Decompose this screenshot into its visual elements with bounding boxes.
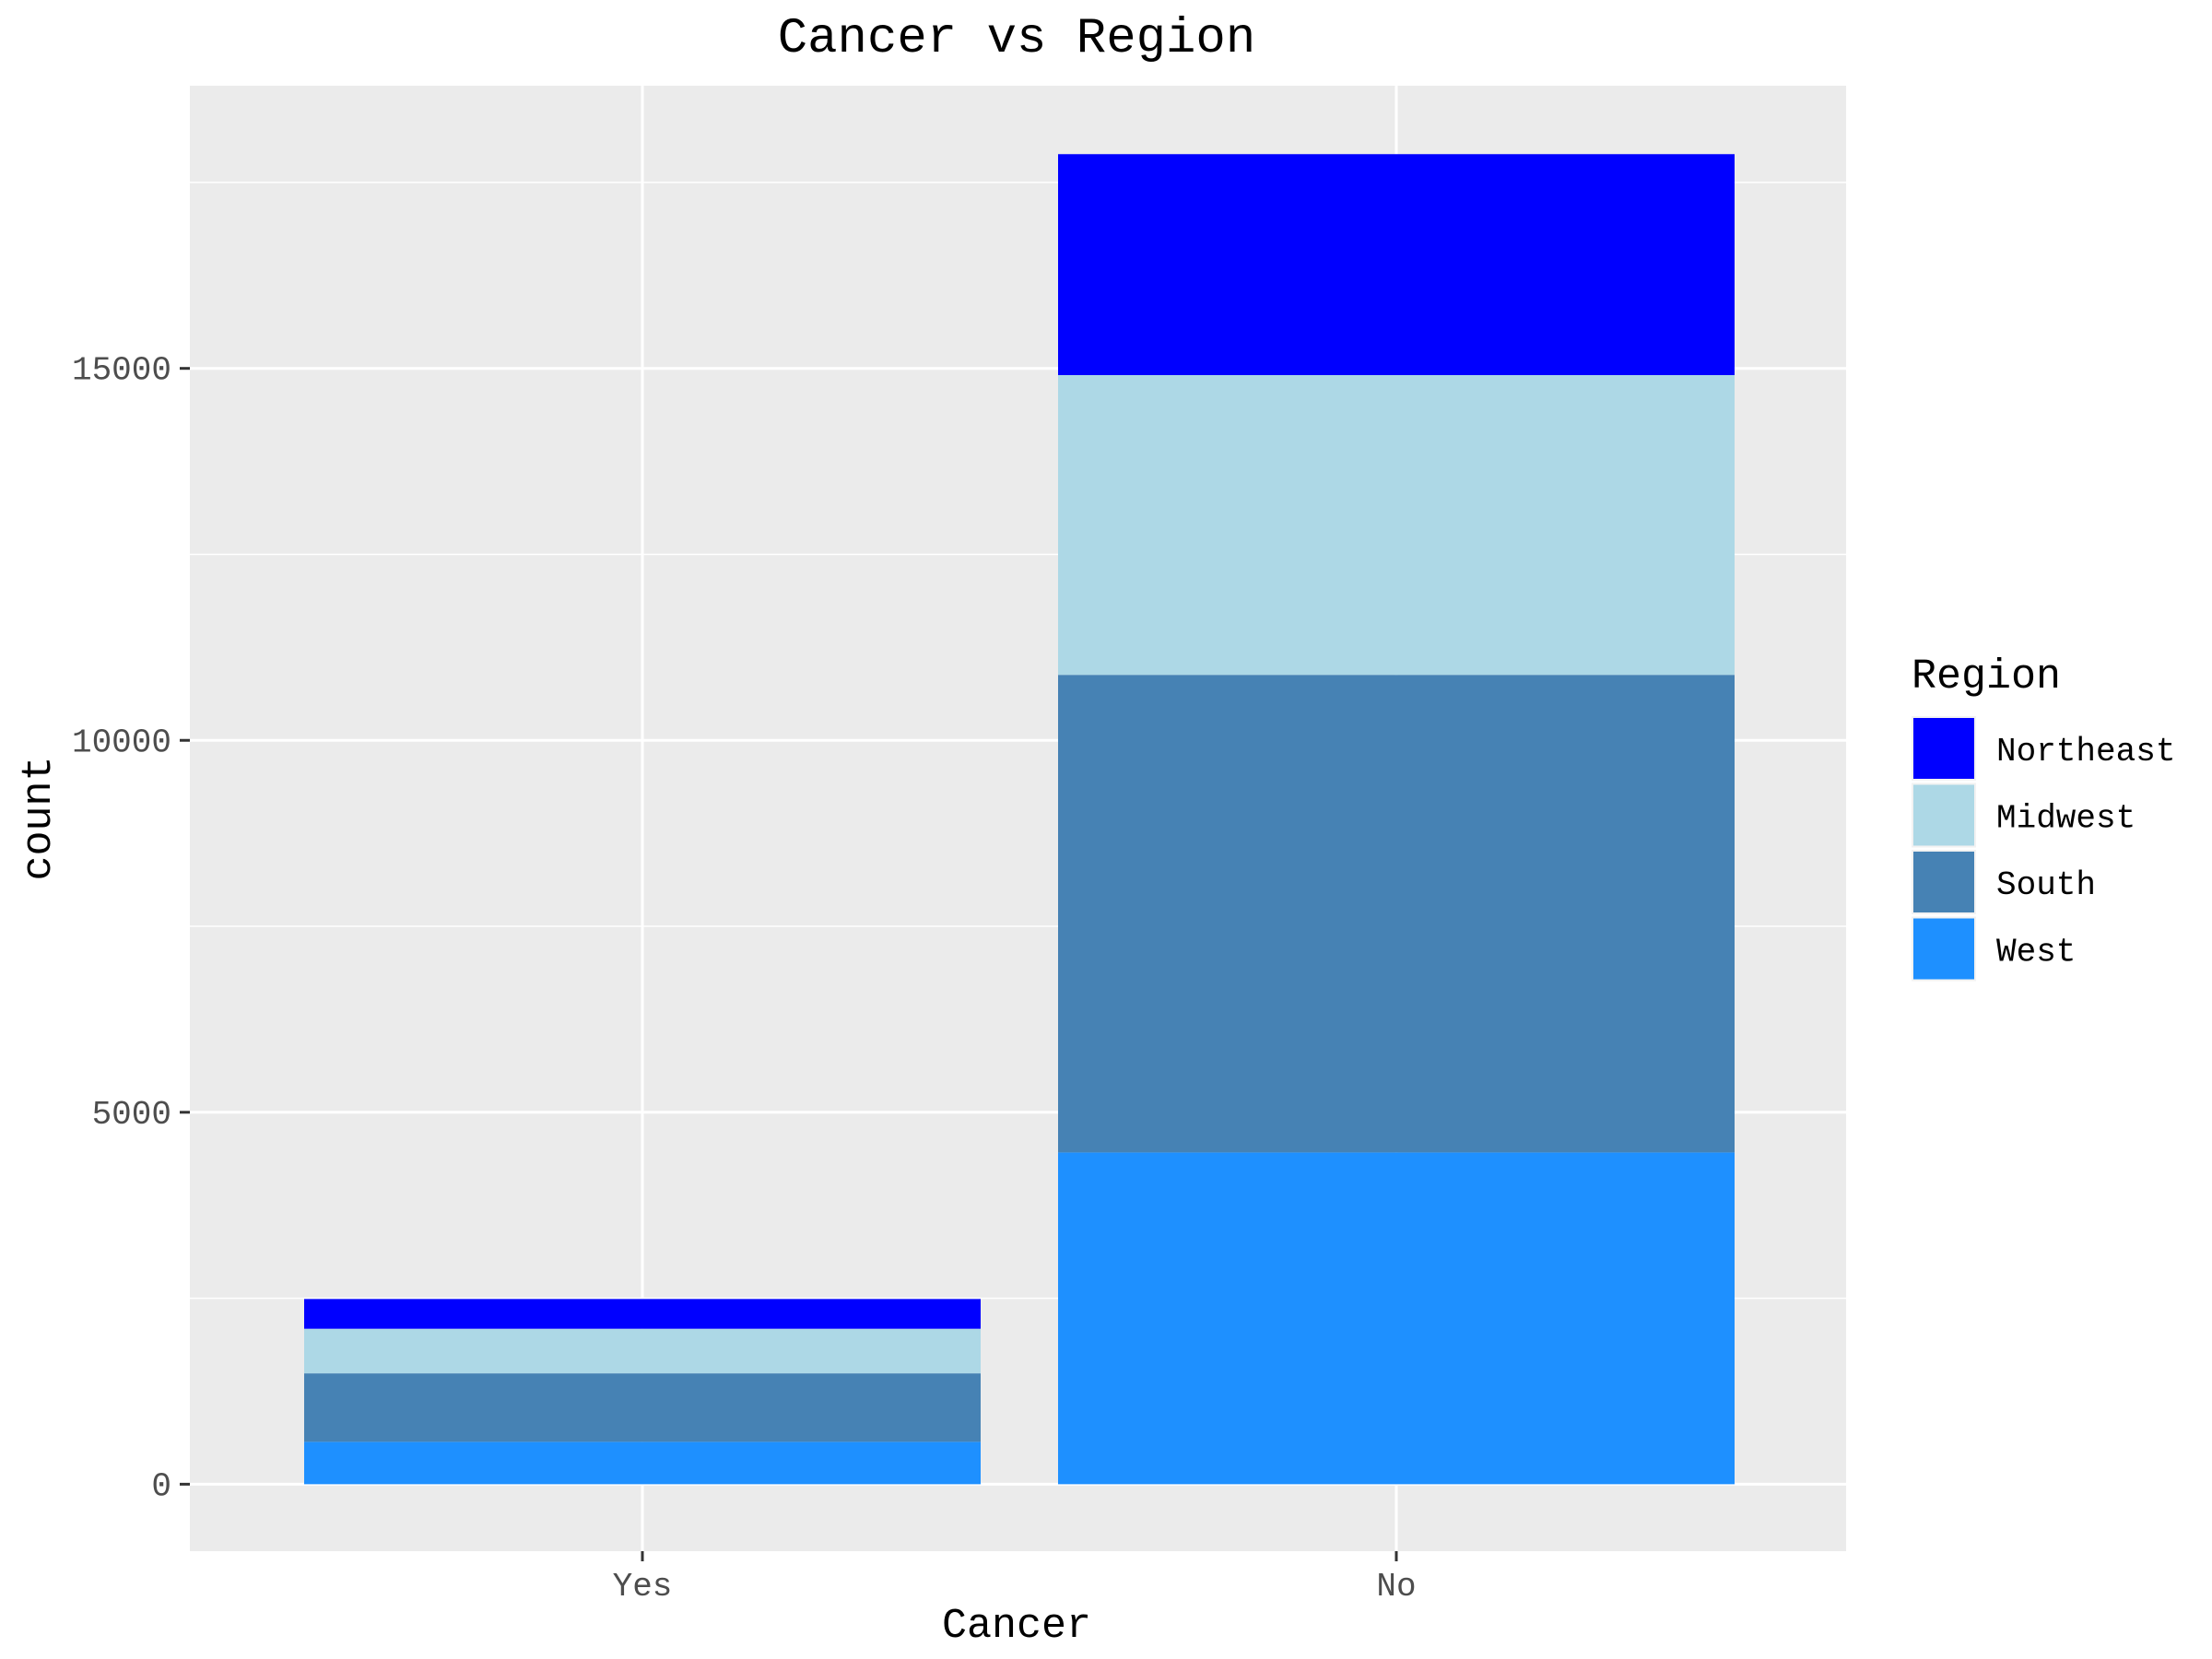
bar-segment-midwest-no xyxy=(1058,374,1735,676)
y-tick-label: 10000 xyxy=(72,724,171,761)
y-tick-label: 15000 xyxy=(72,352,171,390)
bar-segment-south-yes xyxy=(304,1373,981,1442)
legend-title: Region xyxy=(1912,653,2061,700)
legend-label-west: West xyxy=(1996,934,2076,971)
y-tick-label: 5000 xyxy=(92,1096,171,1134)
legend-swatch-south xyxy=(1913,852,1974,912)
legend-swatch-midwest xyxy=(1913,784,1974,846)
bars xyxy=(304,154,1735,1485)
legend-label-midwest: Midwest xyxy=(1996,800,2136,838)
y-axis: 0 5000 10000 15000 xyxy=(72,352,190,1505)
y-tick-label: 0 xyxy=(151,1467,171,1505)
x-axis: Yes No xyxy=(613,1551,1417,1606)
legend-swatch-northeast xyxy=(1913,718,1974,779)
bar-segment-northeast-no xyxy=(1058,154,1735,375)
x-tick-label: No xyxy=(1376,1568,1416,1606)
x-tick-label: Yes xyxy=(613,1568,673,1606)
bar-segment-south-no xyxy=(1058,675,1735,1153)
legend-label-northeast: Northeast xyxy=(1996,733,2175,771)
x-axis-title: Cancer xyxy=(942,1603,1091,1650)
bar-segment-midwest-yes xyxy=(304,1328,981,1374)
bar-segment-west-no xyxy=(1058,1152,1735,1485)
bar-segment-northeast-yes xyxy=(304,1299,981,1329)
legend-swatch-west xyxy=(1913,918,1974,980)
chart-title: Cancer vs Region xyxy=(778,11,1255,67)
legend-label-south: South xyxy=(1996,866,2096,904)
legend: Region Northeast Midwest South West xyxy=(1912,653,2175,982)
bar-segment-west-yes xyxy=(304,1441,981,1485)
y-axis-title: count xyxy=(16,756,63,880)
